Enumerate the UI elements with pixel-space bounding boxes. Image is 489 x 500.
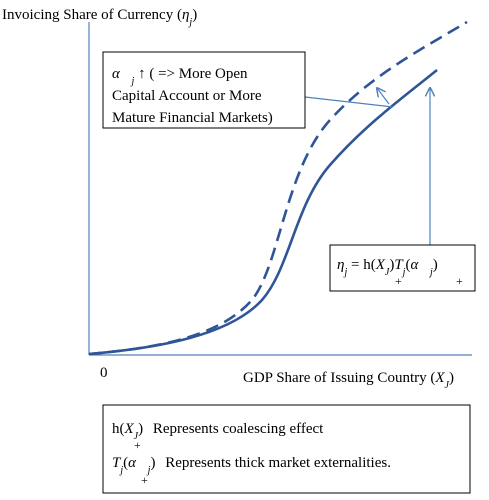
label: Represents thick market externalities. [165, 455, 391, 471]
equation: ηj = h(XJ)Tj(α⃗j) [337, 257, 438, 278]
legend-row: h(XJ) Represents coalescing effect [112, 421, 324, 442]
symbol: X [434, 370, 445, 386]
legend-box [102, 404, 471, 494]
symbol: T [112, 455, 122, 471]
label: ) [449, 370, 454, 386]
pointer-line [304, 96, 394, 108]
origin-label: 0 [100, 365, 108, 381]
subscript: J [385, 267, 390, 278]
callout-line: α⃗j ↑ ( => More Open [112, 66, 248, 87]
label: ) [192, 7, 197, 23]
label: ) [138, 421, 143, 437]
label: ↑ ( => More Open [134, 66, 248, 82]
subscript: j [118, 465, 123, 476]
label: h( [112, 421, 125, 437]
subscript: j [428, 267, 433, 278]
y-axis-title: Invoicing Share of Currency (ηj) [2, 7, 197, 28]
subscript: J [445, 380, 450, 391]
equation-box [329, 244, 476, 292]
subscript: j [401, 267, 406, 278]
subscript: j [342, 267, 347, 278]
symbol: η [182, 7, 189, 23]
dashed-curve [88, 20, 468, 356]
symbol: T [394, 257, 404, 273]
shift-arrow [377, 88, 390, 105]
label: GDP Share of Issuing Country ( [243, 370, 435, 386]
symbol: X [375, 257, 386, 273]
plus-mark: + [395, 274, 402, 288]
symbol: α⃗ [112, 66, 132, 82]
subscript: j [146, 465, 151, 476]
callout-line: Mature Financial Markets) [112, 110, 273, 126]
subscript: j [187, 17, 192, 28]
plus-mark: + [134, 438, 141, 452]
label: Represents coalescing effect [153, 421, 324, 437]
label: = h( [347, 257, 375, 273]
callout-line: Capital Account or More [112, 88, 262, 104]
symbol: η [337, 257, 344, 273]
plus-mark: + [456, 274, 463, 288]
subscript: J [134, 431, 139, 442]
subscript: j [130, 76, 135, 87]
label: Invoicing Share of Currency ( [2, 7, 182, 23]
symbol: α⃗ [128, 455, 148, 471]
plus-mark: + [141, 473, 148, 487]
callout-box [102, 51, 306, 129]
label: ) [150, 455, 155, 471]
x-axis-title: GDP Share of Issuing Country (XJ) [243, 370, 454, 391]
symbol: α⃗ [410, 257, 430, 273]
label: ) [389, 257, 394, 273]
solid-curve [88, 68, 438, 356]
symbol: X [124, 421, 135, 437]
label: ) [433, 257, 438, 273]
label: ( [405, 257, 410, 273]
legend-row: Tj(α⃗j) Represents thick market external… [112, 455, 391, 476]
label: ( [123, 455, 128, 471]
